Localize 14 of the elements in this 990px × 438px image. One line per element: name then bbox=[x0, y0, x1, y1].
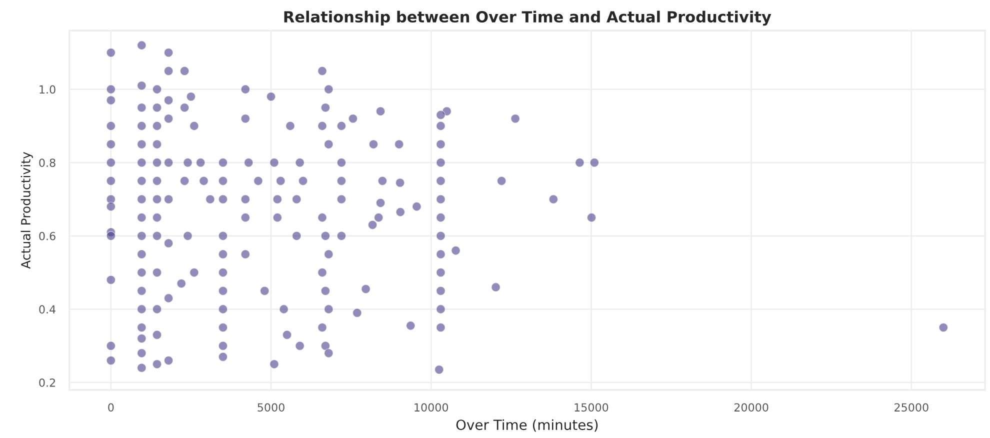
x-axis-title: Over Time (minutes) bbox=[456, 419, 598, 432]
x-tick-label: 5000 bbox=[258, 403, 284, 412]
x-tick-label: 15000 bbox=[574, 403, 608, 412]
y-axis-title: Actual Productivity bbox=[20, 152, 33, 269]
x-tick-label: 25000 bbox=[894, 403, 928, 412]
x-tick-label: 10000 bbox=[414, 403, 448, 412]
x-tick-label: 0 bbox=[108, 403, 114, 412]
y-tick-label: 0.8 bbox=[39, 158, 56, 167]
x-tick-label: 20000 bbox=[734, 403, 768, 412]
y-tick-label: 0.6 bbox=[39, 232, 56, 240]
y-tick-label: 0.2 bbox=[39, 378, 55, 387]
y-tick-label: 1.0 bbox=[40, 85, 56, 94]
chart-title: Relationship between Over Time and Actual Productivity bbox=[284, 10, 772, 26]
y-tick-label: 0.4 bbox=[39, 305, 56, 314]
